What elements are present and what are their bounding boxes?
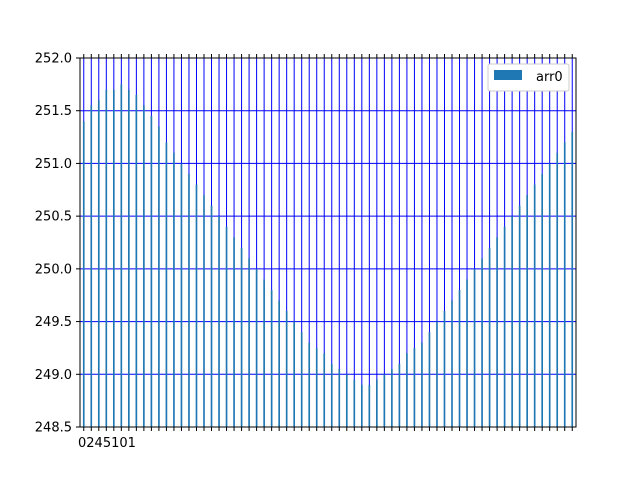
bar [563,142,566,428]
bar [488,247,491,427]
y-tick-label: 250.5 [35,210,72,225]
bar [511,216,513,427]
bar [233,237,235,427]
bar [195,184,198,427]
bar [526,195,528,427]
bar [263,279,265,427]
bar [203,195,205,427]
bar [278,300,280,427]
bar [541,173,544,427]
legend: arr0 [487,63,570,92]
bar [308,342,311,427]
y-axis: 248.5 249.0 249.5 250.0 250.5 251.0 251.5 252.0 [35,52,80,436]
bar [165,142,168,428]
bar [533,184,536,427]
bar [398,363,401,427]
bar [135,94,138,428]
bar [188,173,190,427]
bar [82,121,85,427]
bar [345,374,348,427]
legend-swatch [494,70,522,80]
bar [518,205,521,427]
bars-group [82,84,574,428]
bar [285,311,288,427]
bar [180,163,183,427]
x-ticks [83,54,573,431]
x-tick-labels: 0245101 [78,436,136,451]
bar [293,321,296,427]
bar [443,311,446,427]
bar [218,216,220,427]
bar [413,347,416,427]
legend-label: arr0 [536,70,563,85]
bar [368,384,371,427]
bar [150,115,153,427]
bar [248,258,250,427]
y-tick-label: 249.5 [35,315,72,330]
bar [173,152,175,427]
bar [556,152,559,427]
y-tick-label: 248.5 [35,421,72,436]
bar [90,105,93,427]
plot-frame [79,57,577,428]
grid-lines [80,57,576,428]
bar [503,226,506,427]
y-tick-label: 249.0 [35,368,72,383]
bar [548,163,551,427]
bar [376,379,378,427]
bar [240,247,243,427]
bar [383,374,386,427]
bar [391,369,393,427]
bar [428,332,431,427]
bar [571,131,574,428]
bar [105,89,108,427]
bar [255,268,258,427]
bar [466,279,468,427]
bar [97,100,100,428]
bar [112,89,115,427]
bar [323,353,326,427]
bar [128,89,130,427]
bar [210,205,213,427]
bar [338,369,341,427]
bar [120,84,123,427]
bar [360,384,363,427]
bar [270,289,273,427]
bar [353,379,356,427]
bar [451,300,453,427]
bar [473,268,476,427]
bar [436,321,438,427]
bar [330,363,333,427]
bar [496,237,498,427]
y-tick-label: 251.5 [35,104,72,119]
y-tick-label: 251.0 [35,157,72,172]
bar [225,226,228,427]
y-tick-label: 252.0 [35,52,72,67]
bar [406,353,408,427]
bar [315,347,318,427]
bar [421,342,423,427]
bar [481,258,483,427]
bar [143,105,145,427]
bar [458,289,461,427]
bar [158,126,160,428]
y-tick-label: 250.0 [35,262,72,277]
bar [300,332,303,427]
